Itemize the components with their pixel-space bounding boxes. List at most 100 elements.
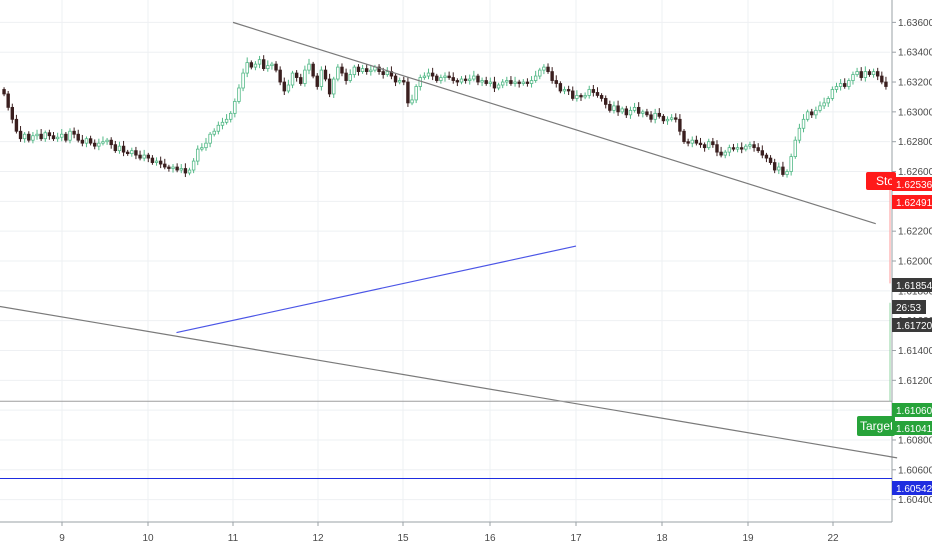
x-tick-label: 19: [742, 533, 754, 544]
candle-body: [459, 78, 464, 83]
candle-body: [88, 138, 93, 144]
candle-body: [31, 135, 35, 141]
candle-body: [72, 130, 76, 135]
bid-price: 1.61720: [896, 321, 932, 332]
grid-lines: [0, 0, 890, 522]
candle-body: [859, 71, 863, 78]
candle-body: [871, 71, 876, 75]
y-tick-label: 1.62800: [898, 137, 932, 148]
blue-line-price-badge: [892, 481, 932, 495]
candle-body: [307, 63, 311, 71]
candle-body: [674, 117, 678, 120]
x-tick-label: 9: [59, 533, 65, 544]
candle-body: [14, 118, 19, 132]
candle-body: [694, 139, 699, 144]
candle-body: [344, 72, 348, 81]
candle-body: [18, 130, 23, 140]
candle-body: [294, 72, 299, 78]
candle-body: [702, 144, 707, 149]
stop-tag[interactable]: [866, 172, 896, 190]
candle-body: [678, 118, 682, 132]
candle-body: [463, 78, 468, 81]
candle-body: [397, 80, 402, 83]
candle-body: [599, 95, 604, 99]
candle-body: [146, 154, 150, 159]
candle-body: [476, 75, 480, 83]
stop-price-badge-1: [892, 177, 932, 191]
candle-body: [748, 144, 752, 147]
candle-body: [130, 150, 134, 155]
candle-body: [402, 80, 406, 83]
candle-body: [636, 106, 641, 114]
candle-body: [880, 75, 884, 83]
candle-body: [76, 133, 80, 141]
candle-body: [365, 68, 369, 72]
candle-body: [237, 87, 241, 102]
candle-body: [97, 142, 101, 147]
candle-body: [340, 66, 344, 74]
candle-body: [566, 89, 571, 92]
candle-body: [595, 92, 600, 96]
candle-body: [196, 148, 200, 162]
candle-body: [249, 62, 254, 68]
stop-tag-text: Sto: [876, 174, 894, 188]
candle-body: [315, 75, 319, 87]
candle-body: [851, 74, 855, 81]
candle-body: [323, 69, 328, 80]
x-tick-label: 15: [397, 533, 409, 544]
candle-body: [509, 80, 513, 84]
current-price: 1.61854: [896, 281, 932, 292]
candle-body: [805, 111, 810, 120]
candle-body: [319, 69, 324, 87]
candle-body: [645, 111, 649, 116]
support-trendline[interactable]: [176, 245, 577, 334]
target-price-1: 1.61060: [896, 406, 932, 417]
candle-body: [571, 90, 575, 99]
candle-body: [822, 102, 826, 107]
candle-body: [418, 77, 422, 87]
stop-price-2: 1.62491: [896, 198, 932, 209]
y-tick-label: 1.62600: [898, 167, 932, 178]
target-tag[interactable]: [857, 416, 895, 436]
candle-body: [793, 139, 797, 158]
candle-body: [101, 141, 105, 144]
candle-body: [624, 108, 629, 116]
candle-body: [801, 118, 806, 129]
candle-body: [245, 62, 249, 74]
candle-body: [282, 81, 286, 92]
candle-body: [480, 80, 484, 83]
candle-body: [628, 109, 633, 116]
candle-body: [142, 154, 146, 159]
candle-body: [212, 130, 216, 135]
candle-body: [529, 80, 534, 84]
candle-body: [208, 133, 212, 144]
candle-body: [327, 78, 332, 95]
candle-body: [665, 118, 670, 122]
blue-line-price: 1.60542: [896, 484, 932, 495]
candle-body: [93, 142, 97, 147]
candle-body: [163, 163, 167, 168]
candle-body: [109, 139, 113, 146]
bid-price-badge: [892, 318, 932, 332]
candle-body: [204, 142, 208, 149]
lower-trendline[interactable]: [0, 303, 898, 459]
candle-body: [55, 136, 60, 140]
candle-body: [179, 168, 183, 171]
candle-body: [542, 66, 546, 71]
drawings[interactable]: [0, 21, 898, 479]
candle-body: [430, 72, 435, 77]
candle-body: [426, 72, 431, 77]
candle-body: [150, 157, 155, 163]
x-axis-ticks: 9 10 11 12 15 16 17 18 19 22: [59, 522, 839, 544]
upper-trendline[interactable]: [232, 21, 876, 225]
candle-body: [550, 71, 554, 81]
candle-body: [134, 150, 138, 156]
candle-body: [785, 171, 789, 175]
candle-body: [241, 72, 245, 89]
candle-body: [653, 112, 657, 120]
candle-body: [669, 117, 674, 120]
candle-body: [360, 68, 365, 72]
y-tick-label: 1.63200: [898, 78, 932, 89]
candle-body: [492, 81, 497, 89]
